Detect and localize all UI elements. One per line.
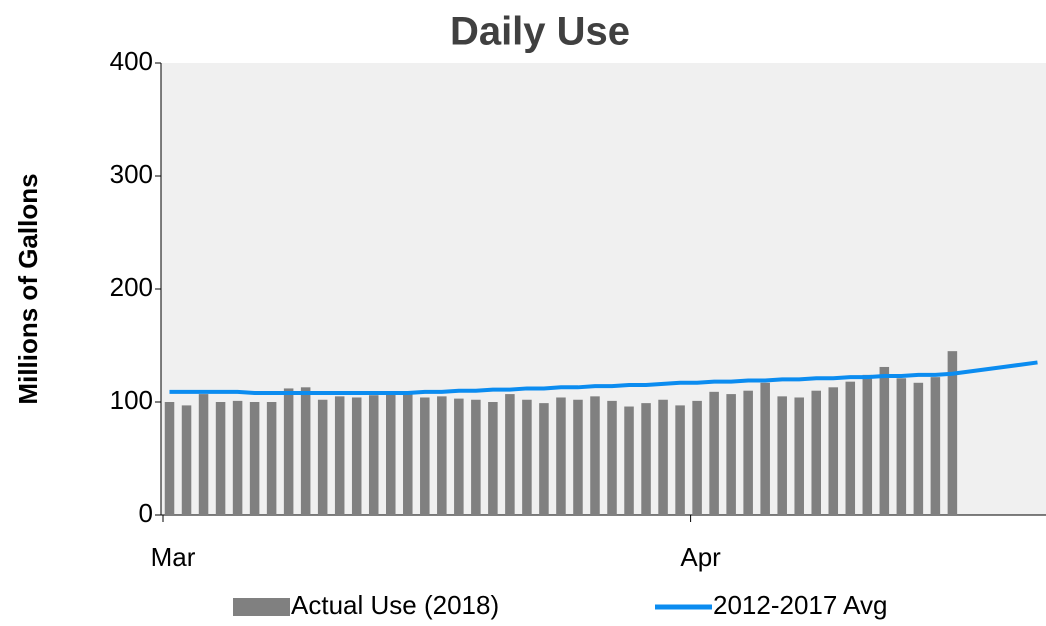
bar bbox=[862, 374, 873, 515]
bar bbox=[573, 399, 583, 515]
bar bbox=[403, 394, 413, 515]
bar bbox=[726, 394, 736, 515]
bar bbox=[539, 403, 549, 515]
bar bbox=[249, 402, 260, 515]
bar bbox=[828, 387, 839, 515]
bar bbox=[385, 394, 396, 515]
bar bbox=[454, 398, 464, 515]
bar bbox=[471, 399, 481, 515]
bar bbox=[947, 351, 958, 515]
bar bbox=[266, 402, 277, 515]
bar bbox=[283, 388, 294, 515]
bar bbox=[522, 399, 532, 515]
x-tick-label: Mar bbox=[151, 542, 196, 572]
bar bbox=[317, 399, 328, 515]
bar bbox=[590, 396, 600, 515]
bar bbox=[300, 387, 311, 515]
bar bbox=[181, 405, 192, 515]
bar bbox=[215, 402, 226, 515]
bar bbox=[198, 394, 209, 515]
bar bbox=[420, 397, 430, 515]
bar bbox=[624, 406, 634, 515]
bar bbox=[368, 395, 379, 515]
bar bbox=[556, 397, 566, 515]
bar bbox=[709, 391, 719, 515]
bar bbox=[641, 403, 651, 515]
y-tick-label: 400 bbox=[110, 46, 153, 76]
bar bbox=[351, 397, 362, 515]
bar bbox=[658, 399, 668, 515]
chart-title: Daily Use bbox=[450, 10, 630, 54]
x-tick-label: Apr bbox=[680, 542, 721, 572]
bar bbox=[777, 396, 787, 515]
bar bbox=[930, 377, 941, 515]
y-axis-label: Millions of Gallons bbox=[13, 173, 43, 404]
y-tick-label: 200 bbox=[110, 272, 153, 302]
bar bbox=[811, 390, 822, 515]
plot-area bbox=[161, 63, 1046, 515]
legend-label: 2012-2017 Avg bbox=[713, 590, 887, 620]
y-tick-label: 100 bbox=[110, 385, 153, 415]
bar bbox=[607, 400, 617, 515]
bar bbox=[505, 394, 515, 515]
bar bbox=[692, 400, 702, 515]
bar bbox=[896, 378, 907, 515]
legend-label: Actual Use (2018) bbox=[291, 590, 499, 620]
bar bbox=[164, 402, 175, 515]
bar bbox=[760, 382, 770, 515]
bar bbox=[913, 382, 924, 515]
legend-swatch bbox=[233, 598, 290, 616]
bar bbox=[437, 396, 447, 515]
bar bbox=[334, 396, 345, 515]
bar bbox=[743, 390, 753, 515]
bar bbox=[845, 381, 856, 515]
line bbox=[169, 360, 1038, 395]
bar bbox=[794, 397, 804, 515]
bar bbox=[232, 400, 243, 515]
bar bbox=[879, 366, 890, 515]
y-tick-label: 0 bbox=[139, 498, 153, 528]
y-tick-label: 300 bbox=[110, 159, 153, 189]
bar bbox=[488, 402, 498, 515]
bar bbox=[675, 405, 685, 515]
